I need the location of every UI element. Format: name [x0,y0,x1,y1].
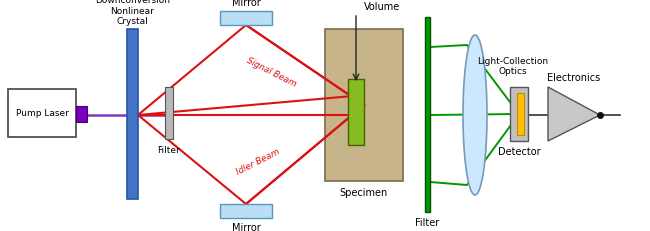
Text: Specimen: Specimen [340,187,388,197]
Text: Filter: Filter [157,145,181,154]
Text: Downconversion
Nonlinear
Crystal: Downconversion Nonlinear Crystal [95,0,170,26]
Text: Mirror: Mirror [231,222,261,231]
Bar [510,88,528,141]
Polygon shape [548,88,600,141]
Bar [517,94,524,135]
Text: Filter: Filter [415,217,439,227]
Text: Electronics: Electronics [547,73,601,83]
Text: Pump Laser: Pump Laser [16,109,68,118]
Bar [76,106,87,122]
Bar [165,88,173,139]
Text: Signal Beam: Signal Beam [245,55,298,88]
Polygon shape [463,36,487,195]
Bar [127,30,138,199]
Text: Light-Collection
Optics: Light-Collection Optics [478,56,549,76]
Bar [220,204,272,218]
Text: Entanglement
Volume: Entanglement Volume [348,0,417,12]
Bar [8,90,76,137]
Bar [425,18,430,212]
Bar [348,80,364,145]
Bar [325,30,403,181]
Text: Idler Beam: Idler Beam [235,147,281,176]
Bar [220,12,272,26]
Text: Mirror: Mirror [231,0,261,8]
Text: Detector: Detector [498,146,540,156]
